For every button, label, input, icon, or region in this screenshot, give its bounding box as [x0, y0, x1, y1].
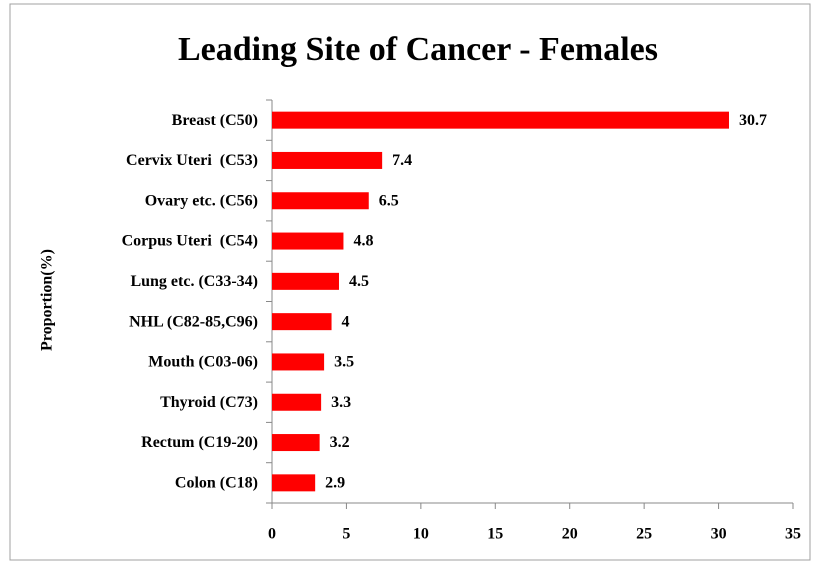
bar	[272, 434, 320, 452]
x-tick-label: 15	[487, 526, 503, 543]
y-tick-label: Mouth (C03-06)	[148, 354, 258, 371]
data-label: 4.8	[353, 233, 373, 250]
y-axis-label: Proportion(%)	[39, 249, 56, 351]
bar	[272, 192, 369, 210]
data-label: 6.5	[379, 192, 399, 209]
data-label: 4.5	[349, 273, 369, 290]
y-tick-label: Corpus Uteri (C54)	[122, 233, 258, 250]
x-tick-label: 35	[785, 526, 801, 543]
bar	[272, 111, 729, 129]
bar	[272, 353, 325, 371]
bar	[272, 272, 339, 290]
y-tick-label: Thyroid (C73)	[160, 394, 258, 411]
bar	[272, 232, 344, 250]
data-label: 3.2	[330, 434, 350, 451]
x-tick-label: 25	[636, 526, 652, 543]
bar	[272, 151, 383, 169]
bar	[272, 313, 332, 331]
x-tick-label: 5	[342, 526, 350, 543]
x-tick-label: 30	[711, 526, 727, 543]
data-label: 3.3	[331, 394, 351, 411]
chart-title: Leading Site of Cancer - Females	[178, 31, 658, 68]
data-label: 3.5	[334, 354, 354, 371]
y-tick-label: Ovary etc. (C56)	[145, 192, 258, 209]
y-tick-label: Lung etc. (C33-34)	[130, 273, 258, 290]
y-tick-label: NHL (C82-85,C96)	[129, 313, 258, 330]
bar	[272, 474, 316, 492]
data-label: 7.4	[392, 152, 412, 169]
data-label: 30.7	[739, 112, 767, 129]
data-label: 4	[342, 313, 350, 330]
x-tick-label: 10	[413, 526, 429, 543]
y-tick-label: Colon (C18)	[175, 475, 258, 492]
bar	[272, 393, 322, 411]
data-label: 2.9	[325, 475, 345, 492]
x-tick-label: 20	[562, 526, 578, 543]
chart-frame	[9, 3, 811, 561]
y-tick-label: Cervix Uteri (C53)	[126, 152, 258, 169]
x-tick-label: 0	[268, 526, 276, 543]
y-tick-label: Rectum (C19-20)	[141, 434, 258, 451]
y-tick-label: Breast (C50)	[172, 112, 258, 129]
